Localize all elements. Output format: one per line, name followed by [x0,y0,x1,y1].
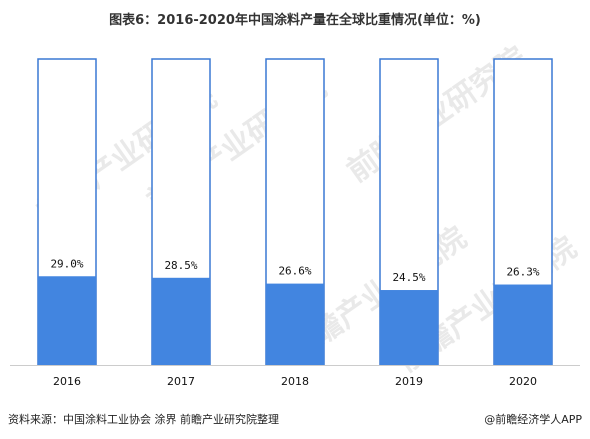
x-tick-label-2016: 2016 [53,375,81,388]
bar-2020 [494,284,552,365]
bar-2017 [152,277,210,365]
x-tick-label-2020: 2020 [509,375,537,388]
data-label-2019: 24.5% [392,271,425,284]
x-tick-label-2019: 2019 [395,375,423,388]
data-label-2017: 28.5% [164,259,197,272]
data-label-2018: 26.6% [278,265,311,278]
x-tick-label-2018: 2018 [281,375,309,388]
bar-2016 [38,276,96,365]
data-label-2016: 29.0% [50,257,83,270]
data-label-2020: 26.3% [506,266,539,279]
chart-title: 图表6：2016-2020年中国涂料产量在全球比重情况(单位：%) [109,13,481,28]
source-note: 资料来源：中国涂料工业协会 涂界 前瞻产业研究院整理 [8,413,279,426]
bar-2018 [266,283,324,365]
brand-credit: @前瞻经济学人APP [484,413,582,426]
x-tick-label-2017: 2017 [167,375,195,388]
bar-2019 [380,290,438,365]
